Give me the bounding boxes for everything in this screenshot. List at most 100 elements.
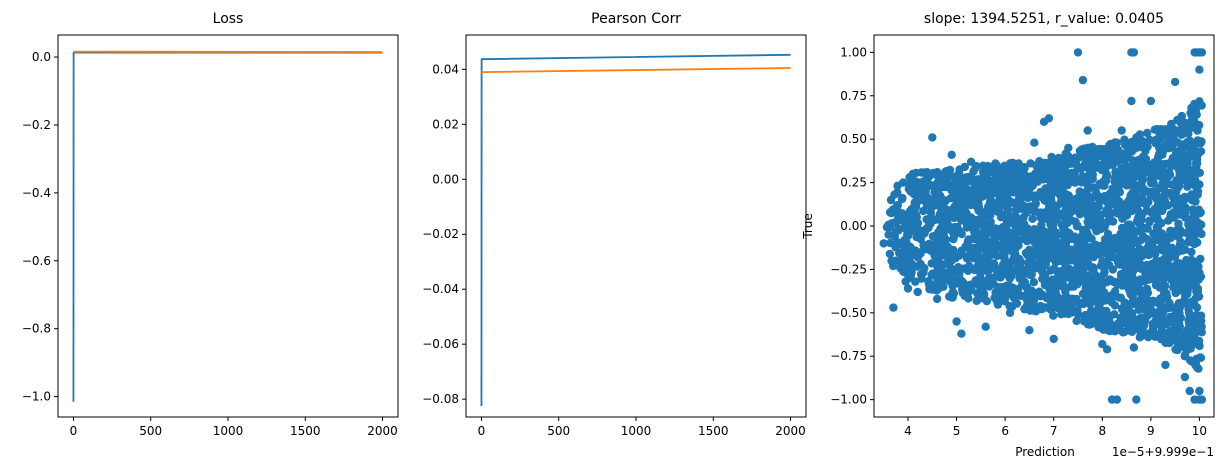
scatter-point xyxy=(1061,302,1070,311)
scatter-point xyxy=(1049,311,1058,320)
scatter-point xyxy=(1073,48,1083,57)
scatter-point xyxy=(1182,289,1191,298)
scatter-point xyxy=(932,294,942,304)
scatter-point xyxy=(949,266,958,276)
scatter-point xyxy=(1122,300,1131,309)
scatter-point xyxy=(1178,298,1187,307)
scatter-point xyxy=(1035,227,1044,237)
scatter-point xyxy=(934,189,943,199)
scatter-point xyxy=(1023,180,1032,190)
scatter-point xyxy=(1105,275,1115,284)
scatter-point xyxy=(1055,256,1064,266)
scatter-point xyxy=(1184,238,1193,247)
scatter-point xyxy=(1197,328,1207,337)
scatter-point xyxy=(1175,181,1184,191)
scatter-point xyxy=(1080,196,1090,205)
scatter-point xyxy=(1182,265,1192,275)
scatter-point xyxy=(1050,161,1059,170)
scatter-point xyxy=(1024,294,1033,304)
scatter-point xyxy=(1195,312,1205,321)
scatter-point xyxy=(962,191,971,200)
scatter-point xyxy=(1055,274,1064,283)
scatter-point xyxy=(1194,149,1203,158)
scatter-point xyxy=(1151,233,1161,243)
scatter-point xyxy=(1104,207,1114,216)
scatter-point xyxy=(1026,269,1035,278)
scatter-point xyxy=(1038,291,1048,300)
scatter-point xyxy=(979,210,989,219)
scatter-xlabel: Prediction xyxy=(1015,445,1075,459)
scatter-point xyxy=(1193,209,1202,218)
x-tick-label: 7 xyxy=(1050,424,1058,438)
scatter-point xyxy=(1081,283,1091,293)
scatter-point xyxy=(897,261,906,270)
y-tick-label: −1.0 xyxy=(22,390,51,404)
scatter-point xyxy=(1132,319,1142,329)
scatter-point xyxy=(1118,328,1128,337)
x-tick-label: 9 xyxy=(1147,424,1155,438)
scatter-point xyxy=(898,178,908,187)
scatter-point xyxy=(916,270,926,279)
scatter-point xyxy=(1196,353,1206,362)
scatter-point xyxy=(990,293,999,302)
scatter-point xyxy=(902,238,911,247)
y-tick-label: −0.50 xyxy=(830,306,867,320)
x-tick-label: 10 xyxy=(1192,424,1207,438)
scatter-point xyxy=(941,176,950,186)
scatter-point xyxy=(1076,277,1086,286)
scatter-point xyxy=(1115,188,1125,197)
scatter-point xyxy=(1117,229,1127,239)
scatter-point xyxy=(1174,232,1183,242)
scatter-point xyxy=(1175,278,1185,287)
scatter-point xyxy=(924,223,933,232)
scatter-point xyxy=(1044,231,1054,240)
y-tick-label: −0.25 xyxy=(830,262,867,276)
scatter-point xyxy=(1070,267,1079,276)
scatter-point xyxy=(931,250,940,259)
scatter-point xyxy=(1041,260,1051,269)
scatter-point xyxy=(1197,220,1206,229)
scatter-point xyxy=(1184,129,1193,138)
scatter-point xyxy=(1047,152,1056,162)
scatter-point xyxy=(1127,96,1136,106)
loss-plot-area xyxy=(72,50,383,402)
scatter-point xyxy=(903,284,913,293)
scatter-point xyxy=(1091,148,1101,157)
scatter-point xyxy=(1182,139,1192,148)
scatter-point xyxy=(1022,208,1031,217)
scatter-point xyxy=(1140,187,1149,196)
series-line-0 xyxy=(72,51,383,402)
scatter-point xyxy=(1061,190,1071,199)
scatter-point xyxy=(1083,143,1093,153)
x-tick-label: 1500 xyxy=(698,424,729,438)
x-tick-label: 500 xyxy=(139,424,162,438)
scatter-point xyxy=(965,282,975,292)
scatter-point xyxy=(1129,235,1138,244)
scatter-point xyxy=(1137,198,1147,207)
scatter-point xyxy=(1172,287,1182,297)
scatter-point xyxy=(1099,269,1109,278)
scatter-point xyxy=(998,225,1007,235)
scatter-point xyxy=(1161,316,1170,325)
y-tick-label: −0.4 xyxy=(22,186,51,200)
y-tick-label: −0.02 xyxy=(422,227,459,241)
scatter-point xyxy=(1066,282,1075,291)
scatter-point xyxy=(1067,168,1076,178)
scatter-point xyxy=(1168,318,1178,328)
scatter-point xyxy=(1135,162,1145,172)
scatter-point xyxy=(1064,143,1073,153)
y-tick-label: 1.00 xyxy=(840,45,867,59)
scatter-point xyxy=(1025,326,1034,335)
scatter-point xyxy=(952,317,961,326)
scatter-point xyxy=(1069,298,1079,307)
scatter-point xyxy=(1053,304,1063,313)
pearson-ticks: 0 500 1000 1500 2000 −0.08 −0.06 −0.04 −0.02 0.00… xyxy=(422,62,806,438)
scatter-point xyxy=(946,194,955,203)
scatter-point xyxy=(976,262,985,271)
scatter-point xyxy=(1159,268,1168,277)
scatter-point xyxy=(1089,287,1099,297)
scatter-point xyxy=(1103,229,1113,239)
scatter-point xyxy=(884,220,893,230)
scatter-point xyxy=(1175,126,1184,136)
